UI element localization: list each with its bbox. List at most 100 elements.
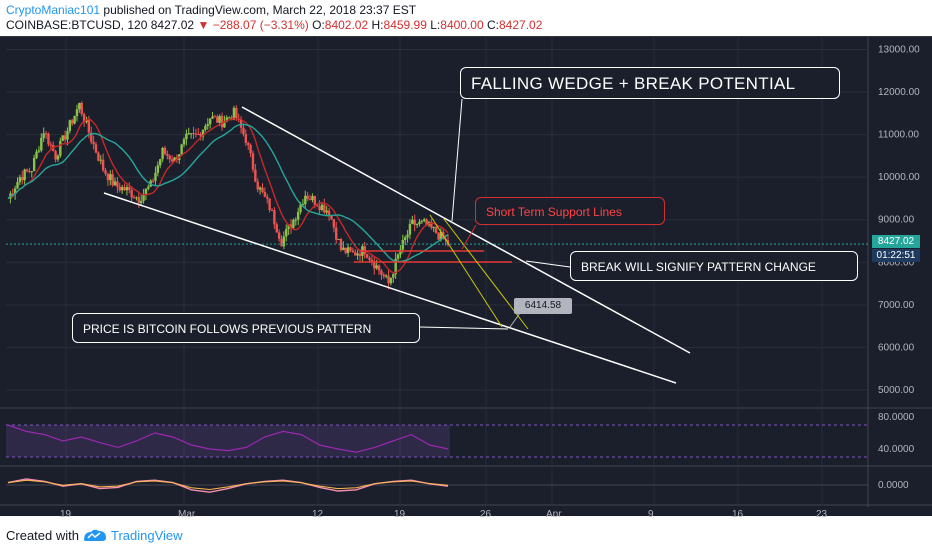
- candle-body: [254, 169, 257, 182]
- candle-body: [287, 224, 290, 229]
- break-pointer: [525, 260, 571, 268]
- x-tick-label: Apr: [546, 509, 562, 517]
- candle-body: [201, 129, 205, 137]
- candle-body: [32, 157, 36, 172]
- candle-body: [437, 233, 440, 240]
- candle-body: [180, 144, 183, 155]
- candle-body: [365, 254, 369, 258]
- candle-body: [218, 115, 221, 123]
- candle-body: [268, 198, 271, 210]
- candle-body: [154, 172, 157, 181]
- candle-body: [118, 186, 121, 191]
- candle-body: [220, 115, 224, 128]
- candle-body: [161, 147, 164, 160]
- candle-body: [137, 197, 141, 203]
- candle-body: [258, 187, 262, 190]
- candle-body: [363, 246, 366, 255]
- high-value: 8459.99: [383, 18, 427, 32]
- candle-body: [346, 247, 350, 254]
- candle-body: [30, 171, 33, 173]
- x-tick-label: 16: [732, 509, 744, 517]
- candle-body: [413, 219, 416, 225]
- candle-body: [166, 153, 169, 156]
- chart-canvas[interactable]: 13000.00 12000.00 11000.00 10000.00 9000.00 8…: [0, 37, 932, 517]
- candle-body: [408, 223, 412, 235]
- down-arrow-icon: ▼: [197, 18, 210, 32]
- candle-body: [109, 174, 112, 181]
- candle-body: [380, 270, 383, 275]
- candle-body: [123, 187, 126, 191]
- candle-body: [332, 219, 336, 228]
- candle-body: [40, 138, 43, 151]
- candle-body: [306, 195, 309, 199]
- y-tick-label: 7000.00: [878, 300, 915, 311]
- tradingview-logo-icon: [84, 529, 106, 541]
- y-tick-label: 9000.00: [878, 215, 915, 226]
- close-value: 8427.02: [499, 18, 543, 32]
- candle-body: [42, 133, 45, 139]
- candle-body: [173, 157, 176, 162]
- candle-body: [327, 210, 331, 216]
- author-link[interactable]: CryptoManiac101: [6, 3, 101, 17]
- footer: Created with TradingView: [0, 520, 932, 550]
- candle-body: [101, 159, 105, 171]
- change-label: −288.07 (−3.31%): [212, 18, 309, 32]
- y-tick-label: 8000.00: [878, 257, 915, 268]
- candle-body: [266, 196, 269, 199]
- candle-body: [49, 144, 53, 146]
- candle-body: [35, 151, 38, 158]
- candle-body: [192, 133, 195, 135]
- candle-body: [399, 249, 402, 255]
- y-tick-label: 12000.00: [878, 87, 920, 98]
- x-tick-label: 12: [312, 509, 324, 517]
- candle-body: [289, 224, 293, 228]
- rsi-tick-label: 40.0000: [878, 444, 915, 455]
- symbol-line: COINBASE:BTCUSD, 120 8427.02 ▼ −288.07 (…: [6, 18, 542, 32]
- candle-body: [232, 107, 236, 120]
- open-value: 8402.02: [324, 18, 369, 32]
- candle-body: [28, 171, 31, 173]
- candle-body: [199, 134, 202, 137]
- x-tick-label: 26: [480, 509, 492, 517]
- candle-body: [415, 224, 419, 226]
- candle-body: [135, 197, 138, 199]
- candle-body: [242, 127, 245, 135]
- candle-body: [125, 187, 129, 191]
- candle-body: [194, 133, 198, 135]
- wedge-upper-trendline: [241, 106, 691, 354]
- candle-body: [142, 194, 145, 201]
- high-key: H:: [371, 18, 384, 32]
- chart-area[interactable]: 13000.00 12000.00 11000.00 10000.00 9000.00 8…: [0, 36, 932, 517]
- falling-wedge-callout: FALLING WEDGE + BREAK POTENTIAL: [460, 67, 840, 99]
- candle-body: [304, 195, 307, 205]
- candle-body: [182, 139, 186, 145]
- candle-body: [382, 274, 385, 277]
- candle-body: [375, 265, 378, 269]
- candle-body: [299, 204, 302, 212]
- candle-body: [420, 220, 424, 222]
- candle-body: [296, 211, 300, 220]
- candle-body: [370, 259, 374, 262]
- candle-body: [337, 239, 340, 241]
- candle-body: [63, 135, 67, 140]
- y-tick-label: 10000.00: [878, 172, 920, 183]
- candle-body: [106, 173, 110, 181]
- candle-body: [384, 275, 388, 277]
- candle-body: [156, 165, 160, 173]
- candle-body: [403, 237, 407, 240]
- candle-body: [130, 189, 133, 198]
- chart-header: CryptoManiac101 published on TradingView…: [6, 2, 926, 32]
- candle-body: [396, 254, 400, 259]
- candle-body: [85, 119, 88, 123]
- candle-body: [139, 200, 143, 203]
- candle-body: [90, 132, 93, 142]
- candle-body: [213, 116, 217, 118]
- candle-body: [351, 250, 355, 253]
- candle-body: [430, 221, 433, 228]
- candle-body: [170, 159, 174, 162]
- price-pointer: [419, 326, 509, 330]
- candle-body: [323, 204, 326, 213]
- candle-body: [16, 182, 19, 189]
- tradingview-brand[interactable]: TradingView: [111, 528, 183, 543]
- candle-body: [335, 227, 338, 240]
